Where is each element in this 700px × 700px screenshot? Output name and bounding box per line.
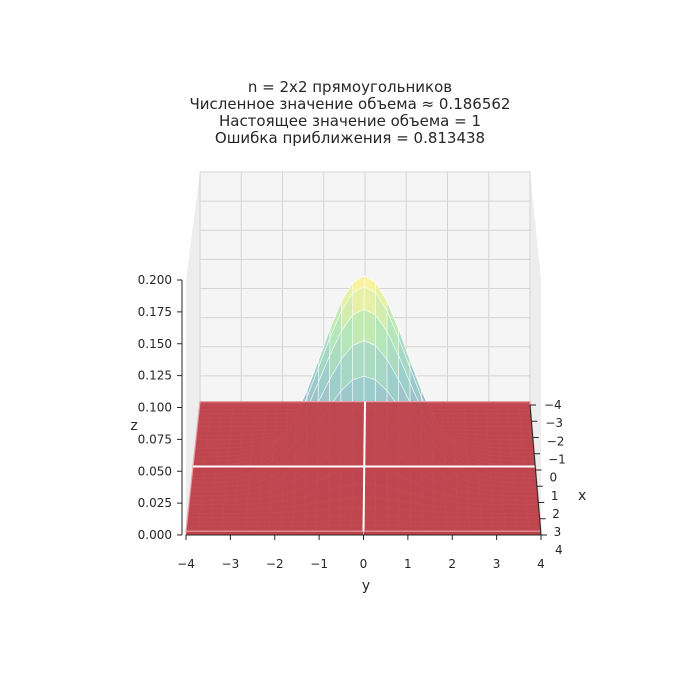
tick-labels: −4 −3 −2 −1 0 1 2 3 4 −4 −3 −2 −1 0 1 2 3 4 0.000 0.025 0.05… <box>138 273 566 571</box>
x-tick-label: −1 <box>548 452 566 466</box>
y-tick-label: 4 <box>537 557 545 571</box>
z-tick-label: 0.175 <box>138 305 172 319</box>
surface-cell <box>352 308 365 347</box>
title-line-3: Настоящее значение объема = 1 <box>218 112 482 130</box>
z-tick-label: 0.100 <box>138 401 172 415</box>
z-tick-label: 0.200 <box>138 273 172 287</box>
title-line-1: n = 2x2 прямоугольников <box>247 78 453 96</box>
rectangle-top <box>192 401 366 468</box>
x-tick-label: −3 <box>545 416 563 430</box>
x-tick-label: −2 <box>547 434 565 448</box>
x-tick-label: −4 <box>544 398 562 412</box>
y-axis-label: y <box>362 578 370 594</box>
x-tick-label: 3 <box>554 525 562 539</box>
z-tick-label: 0.075 <box>138 432 172 446</box>
x-tick-label: 4 <box>555 543 563 557</box>
rectangle-top <box>363 401 537 468</box>
z-axis-label: z <box>130 418 137 434</box>
side-pane-right <box>530 172 541 535</box>
rectangle-front <box>363 530 542 536</box>
y-tick-label: −1 <box>310 557 328 571</box>
z-tick-label: 0.025 <box>138 496 172 510</box>
y-tick-label: −4 <box>177 557 195 571</box>
x-tick-label: 1 <box>551 489 559 503</box>
z-tick-label: 0.150 <box>138 337 172 351</box>
surface-cell <box>352 340 365 381</box>
side-pane-left <box>186 172 200 535</box>
y-tick-label: 2 <box>448 557 456 571</box>
y-tick-label: −2 <box>266 557 284 571</box>
surface-cell <box>363 308 376 347</box>
title-line-4: Ошибка приближения = 0.813438 <box>214 129 486 147</box>
approximation-rectangles <box>185 401 542 536</box>
rectangle-front <box>185 530 364 536</box>
x-tick-label: 2 <box>552 507 560 521</box>
x-tick-label: 0 <box>550 471 558 485</box>
z-tick-label: 0.125 <box>138 369 172 383</box>
rectangle-top <box>362 465 542 532</box>
rectangle-top <box>185 465 365 532</box>
y-tick-label: 1 <box>404 557 412 571</box>
y-tick-label: −3 <box>222 557 240 571</box>
x-axis-label: x <box>578 488 586 504</box>
y-tick-label: 3 <box>493 557 501 571</box>
title-line-2: Численное значение объема ≈ 0.186562 <box>189 95 511 113</box>
z-tick-label: 0.000 <box>138 528 172 542</box>
z-tick-label: 0.050 <box>138 464 172 478</box>
y-tick-label: 0 <box>360 557 368 571</box>
surface-cell <box>363 340 376 381</box>
